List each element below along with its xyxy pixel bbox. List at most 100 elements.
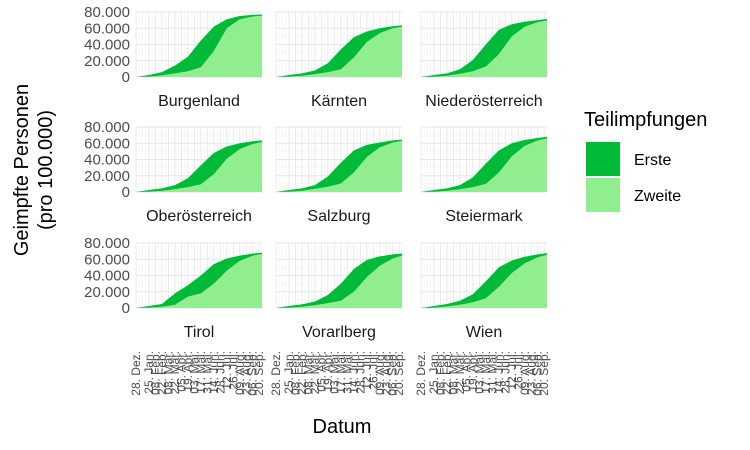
x-tick-label: 06. Sep. (386, 351, 400, 396)
strip-label: Salzburg (307, 208, 370, 225)
panel-vorarlberg: Vorarlberg 28. Dez.25. Jan.08. Feb.22. Fe… (269, 242, 406, 396)
strip-label: Wien (466, 324, 502, 341)
area-zweite (136, 253, 262, 308)
area-zweite (136, 142, 262, 192)
x-tick-label: 22. Feb. (440, 351, 454, 395)
y-tick-label: 0 (122, 184, 130, 201)
x-axis-title: Datum (313, 416, 372, 438)
x-tick-label: 03. Mai. (327, 351, 341, 394)
x-tick-label: 20. Sep. (392, 351, 406, 396)
x-tick-label: 25. Jan. (142, 351, 156, 394)
x-tick-label: 31. Mai. (200, 351, 214, 394)
legend-title: Teilimpfungen (584, 109, 707, 131)
x-tick-label: 03. Mai. (472, 351, 486, 394)
legend-key-zweite (586, 178, 620, 212)
area-zweite (276, 255, 402, 308)
x-tick-label: 20. Sep. (252, 351, 266, 396)
legend-key-erste (586, 142, 620, 176)
x-tick-label: 12. Jul. (220, 351, 234, 390)
x-tick-label: 22. Mär. (308, 351, 322, 394)
x-tick-label: 19. Apr. (181, 351, 195, 392)
y-tick-label: 80.000 (84, 235, 130, 252)
x-tick-label: 05. Apr. (174, 351, 188, 392)
panel-salzburg: Salzburg (275, 126, 402, 225)
x-tick-label: 31. Mai. (340, 351, 354, 394)
x-tick-label: 19. Apr. (321, 351, 335, 392)
y-tick-label: 0 (122, 69, 130, 86)
x-tick-label: 14. Jun. (492, 351, 506, 394)
area-zweite (276, 26, 402, 78)
x-tick-label: 06. Sep. (246, 351, 260, 396)
x-tick-label: 19. Apr. (466, 351, 480, 392)
x-tick-label: 22. Mär. (168, 351, 182, 394)
x-tick-label: 08. Mär. (301, 351, 315, 394)
strip-label: Kärnten (311, 93, 367, 110)
x-tick-label: 31. Mai. (485, 351, 499, 394)
strip-label: Vorarlberg (302, 324, 376, 341)
y-tick-label: 60.000 (84, 135, 130, 152)
y-tick-label: 20.000 (84, 53, 130, 70)
area-zweite (421, 254, 547, 308)
y-tick-label: 0 (122, 300, 130, 317)
x-tick-label: 28. Jun. (353, 351, 367, 394)
x-tick-label: 23. Aug. (239, 351, 253, 395)
x-tick-label: 28. Dez. (414, 351, 428, 396)
legend-label-zweite: Zweite (634, 188, 681, 205)
area-zweite (276, 140, 402, 192)
x-tick-label: 08. Feb. (433, 351, 447, 395)
x-tick-label: 09. Aug. (373, 351, 387, 395)
strip-label: Steiermark (445, 208, 523, 225)
strip-label: Oberösterreich (146, 208, 252, 225)
x-tick-label: 17. Mai. (479, 351, 493, 394)
x-tick-label: 26. Jul. (366, 351, 380, 390)
x-tick-label: 12. Jul. (505, 351, 519, 390)
x-tick-label: 14. Jun. (347, 351, 361, 394)
x-tick-label: 08. Mär. (446, 351, 460, 394)
x-tick-label: 08. Feb. (288, 351, 302, 395)
x-tick-label: 08. Feb. (148, 351, 162, 395)
x-tick-label: 09. Aug. (518, 351, 532, 395)
x-tick-label: 09. Aug. (233, 351, 247, 395)
area-zweite (421, 138, 547, 192)
y-axis-title-line2: (pro 100.000) (35, 110, 57, 230)
strip-label: Burgenland (158, 93, 240, 110)
x-tick-label: 28. Jun. (213, 351, 227, 394)
x-tick-label: 17. Mai. (194, 351, 208, 394)
panel-wien: Wien 28. Dez.25. Jan.08. Feb.22. Feb.08. … (414, 242, 551, 396)
strip-label: Tirol (184, 324, 215, 341)
x-tick-label: 22. Feb. (155, 351, 169, 395)
x-tick-label: 23. Aug. (524, 351, 538, 395)
y-tick-label: 20.000 (84, 168, 130, 185)
x-tick-label: 26. Jul. (226, 351, 240, 390)
x-tick-label: 23. Aug. (379, 351, 393, 395)
area-zweite (136, 15, 262, 77)
x-tick-label: 08. Mär. (161, 351, 175, 394)
x-tick-label: 12. Jul. (360, 351, 374, 390)
x-tick-label: 25. Jan. (427, 351, 441, 394)
x-tick-label: 28. Dez. (269, 351, 283, 396)
x-tick-label: 20. Sep. (537, 351, 551, 396)
x-tick-label: 06. Sep. (531, 351, 545, 396)
x-tick-label: 05. Apr. (459, 351, 473, 392)
y-tick-label: 60.000 (84, 20, 130, 37)
y-tick-label: 80.000 (84, 4, 130, 21)
x-tick-label: 25. Jan. (282, 351, 296, 394)
y-tick-label: 40.000 (84, 37, 130, 54)
x-tick-label: 28. Dez. (129, 351, 143, 396)
y-tick-label: 40.000 (84, 268, 130, 285)
x-tick-label: 22. Feb. (295, 351, 309, 395)
x-tick-label: 26. Jul. (511, 351, 525, 390)
x-tick-label: 14. Jun. (207, 351, 221, 394)
y-axis-title-line1: Geimpfte Personen (11, 84, 33, 256)
x-tick-label: 17. Mai. (334, 351, 348, 394)
x-tick-label: 22. Mär. (453, 351, 467, 394)
panel-krnten: Kärnten (275, 11, 402, 110)
y-tick-label: 60.000 (84, 251, 130, 268)
y-tick-label: 20.000 (84, 284, 130, 301)
area-zweite (421, 20, 547, 78)
